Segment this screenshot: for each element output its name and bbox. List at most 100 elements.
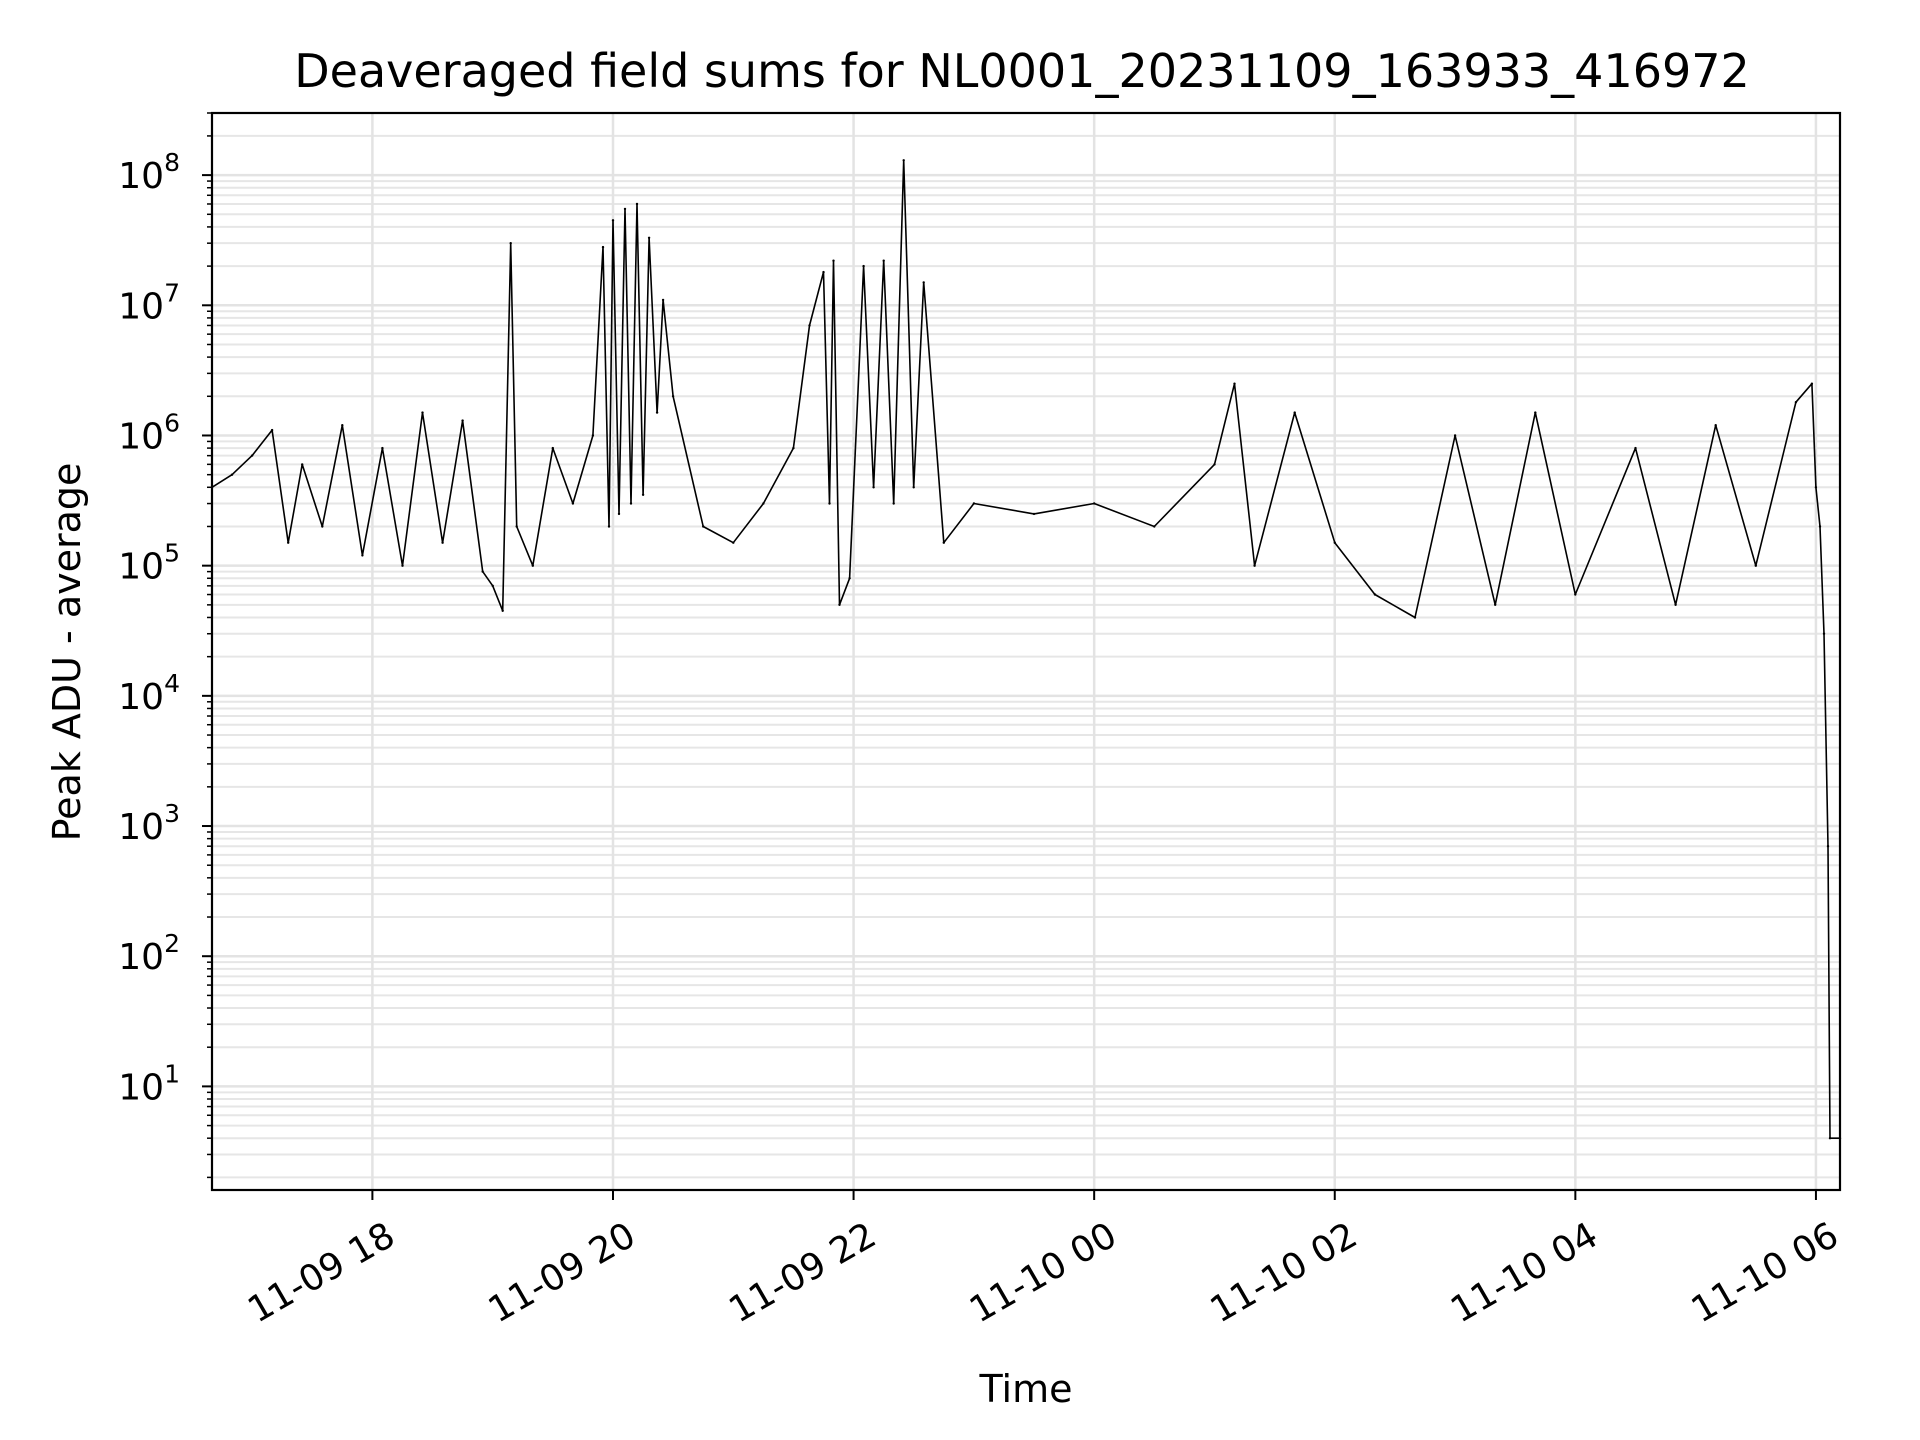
- data-point: [922, 281, 925, 284]
- data-point: [1233, 382, 1236, 385]
- y-tick-label: 106: [118, 408, 180, 457]
- data-point: [647, 236, 651, 239]
- data-point: [1453, 434, 1457, 437]
- data-point: [862, 264, 865, 268]
- data-point: [301, 463, 304, 466]
- x-tick-label: 11-10 06: [1685, 1215, 1846, 1331]
- data-point: [1494, 603, 1497, 606]
- data-point: [441, 541, 444, 544]
- data-point: [571, 502, 575, 505]
- x-tick-label: 11-10 04: [1444, 1215, 1605, 1331]
- y-tick-exponent: 5: [164, 539, 180, 568]
- data-point: [1828, 1137, 1832, 1140]
- y-tick-exponent: 8: [164, 148, 180, 177]
- y-tick-base: 10: [118, 937, 164, 978]
- data-point: [1794, 401, 1798, 404]
- y-tick-label: 104: [118, 669, 180, 718]
- y-tick-label: 107: [118, 278, 180, 327]
- data-point: [1032, 512, 1036, 516]
- data-point: [531, 564, 534, 567]
- data-point: [381, 446, 384, 450]
- x-tick-label: 11-10 02: [1204, 1215, 1365, 1331]
- data-point: [1810, 382, 1814, 385]
- data-point: [617, 512, 621, 516]
- series-layer: [210, 159, 1842, 1140]
- x-tick-label: 11-09 18: [241, 1215, 402, 1331]
- data-point: [655, 411, 659, 414]
- grid: [212, 112, 1840, 1190]
- data-point: [1534, 411, 1537, 414]
- y-tick-base: 10: [118, 286, 164, 327]
- y-tick-label: 108: [118, 148, 180, 197]
- data-point: [792, 446, 795, 450]
- data-point: [942, 541, 945, 544]
- data-point: [832, 259, 835, 262]
- data-point: [623, 207, 627, 211]
- y-tick-base: 10: [118, 416, 164, 457]
- data-point: [1814, 486, 1818, 489]
- data-point: [1634, 446, 1637, 450]
- data-point: [551, 446, 554, 450]
- data-point: [1822, 632, 1826, 635]
- y-tick-exponent: 1: [164, 1059, 180, 1088]
- data-point: [270, 428, 274, 432]
- y-tick-base: 10: [118, 156, 164, 197]
- y-tick-exponent: 7: [164, 278, 180, 307]
- data-point: [421, 411, 424, 414]
- data-point: [1373, 593, 1377, 596]
- data-point: [1213, 463, 1216, 466]
- data-point: [1674, 603, 1677, 606]
- data-point: [882, 259, 885, 262]
- y-tick-exponent: 3: [164, 799, 180, 828]
- data-point: [1826, 845, 1830, 848]
- y-axis-label: Peak ADU - average: [45, 463, 89, 842]
- data-point: [230, 473, 234, 476]
- data-point: [872, 486, 875, 489]
- data-point: [848, 577, 851, 580]
- data-point: [1153, 525, 1156, 528]
- data-point: [607, 525, 611, 528]
- data-point: [912, 486, 915, 489]
- data-point: [1574, 593, 1577, 596]
- y-tick-label: 103: [118, 799, 180, 848]
- data-point: [401, 564, 404, 567]
- y-tick-exponent: 2: [164, 929, 180, 958]
- data-point: [501, 609, 504, 612]
- data-point: [1413, 616, 1417, 619]
- data-point: [461, 419, 464, 422]
- series-line: [211, 159, 1840, 1139]
- y-tick-base: 10: [118, 1067, 164, 1108]
- x-tick-label: 11-10 00: [963, 1215, 1124, 1331]
- data-point: [838, 603, 841, 606]
- data-point: [321, 525, 324, 528]
- data-point: [732, 541, 735, 544]
- y-tick-base: 10: [118, 547, 164, 588]
- data-point: [661, 298, 665, 302]
- data-point: [601, 245, 605, 249]
- data-point: [972, 502, 976, 505]
- data-point: [629, 502, 633, 505]
- data-point: [828, 502, 831, 505]
- data-point: [1293, 411, 1296, 414]
- data-point: [702, 525, 705, 528]
- data-point: [341, 424, 344, 427]
- x-tick-label: 11-09 20: [482, 1215, 643, 1331]
- y-tick-base: 10: [118, 807, 164, 848]
- data-point: [671, 395, 675, 398]
- data-point: [1253, 564, 1256, 567]
- data-point: [762, 502, 765, 505]
- data-point: [361, 554, 364, 557]
- y-tick-label: 105: [118, 539, 180, 588]
- data-point: [1333, 541, 1337, 544]
- data-point: [1818, 525, 1822, 528]
- data-point: [287, 541, 290, 544]
- y-tick-exponent: 6: [164, 408, 180, 437]
- x-axis: 11-09 18 11-09 20 11-09 22 11-10 00 11-10 02…: [241, 1190, 1845, 1331]
- y-tick-label: 102: [118, 929, 180, 978]
- data-point: [641, 493, 645, 496]
- y-tick-exponent: 4: [164, 669, 180, 698]
- data-point: [1093, 502, 1096, 505]
- data-point: [515, 525, 518, 528]
